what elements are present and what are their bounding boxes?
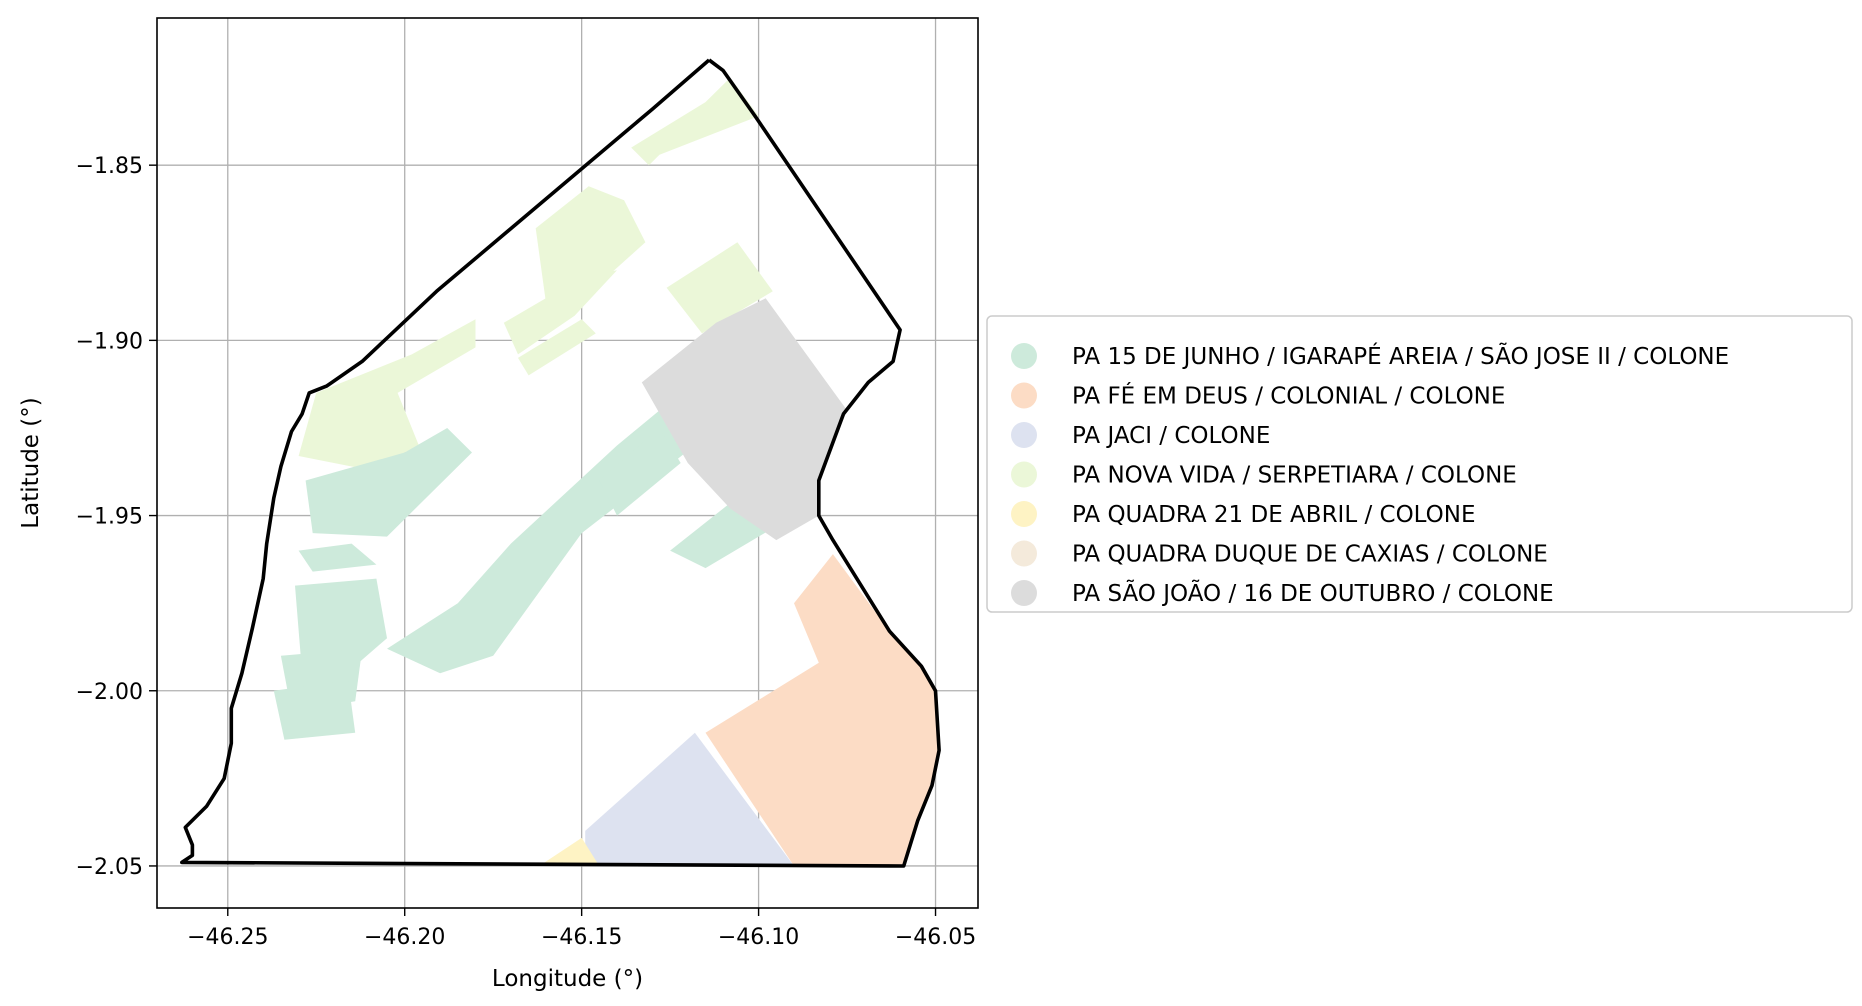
legend-label: PA 15 DE JUNHO / IGARAPÉ AREIA / SÃO JOS… xyxy=(1072,342,1729,370)
x-tick-label: −46.20 xyxy=(364,925,445,950)
legend-entry: PA QUADRA DUQUE DE CAXIAS / COLONE xyxy=(1011,540,1548,568)
settlement-region xyxy=(298,543,377,572)
settlement-region xyxy=(273,680,356,740)
plot-frame xyxy=(156,17,979,909)
x-tick-label: −46.15 xyxy=(541,925,622,950)
legend-entry: PA NOVA VIDA / SERPETIARA / COLONE xyxy=(1011,461,1517,489)
legend-label: PA QUADRA 21 DE ABRIL / COLONE xyxy=(1072,502,1476,528)
legend-marker xyxy=(1011,580,1037,606)
legend-label: PA FÉ EM DEUS / COLONIAL / COLONE xyxy=(1072,382,1505,410)
legend-entry: PA JACI / COLONE xyxy=(1011,422,1270,449)
settlement-region xyxy=(535,186,646,306)
settlement-region xyxy=(305,428,472,537)
legend-entry: PA FÉ EM DEUS / COLONIAL / COLONE xyxy=(1011,382,1505,410)
legend-marker xyxy=(1011,540,1037,567)
y-tick-label: −2.00 xyxy=(76,680,143,705)
settlement-region xyxy=(641,298,848,541)
settlement-region xyxy=(631,77,759,166)
settlement-regions xyxy=(273,77,940,866)
settlement-region xyxy=(295,578,387,674)
settlement-region xyxy=(585,732,794,866)
legend-entry: PA SÃO JOÃO / 16 DE OUTUBRO / COLONE xyxy=(1011,579,1554,607)
y-axis-ticks: −1.85 −1.90 −1.95 −2.00 −2.05 xyxy=(76,154,157,880)
settlement-region xyxy=(518,319,596,376)
legend-marker xyxy=(1011,382,1037,409)
y-tick-label: −1.85 xyxy=(76,154,143,179)
legend-label: PA QUADRA DUQUE DE CAXIAS / COLONE xyxy=(1072,542,1548,568)
legend-entry: PA 15 DE JUNHO / IGARAPÉ AREIA / SÃO JOS… xyxy=(1011,342,1729,370)
legend-label: PA NOVA VIDA / SERPETIARA / COLONE xyxy=(1072,463,1517,489)
settlement-region xyxy=(666,242,773,334)
legend-entry: PA QUADRA 21 DE ABRIL / COLONE xyxy=(1011,501,1476,528)
legend-marker xyxy=(1011,461,1037,488)
x-axis-label: Longitude (°) xyxy=(492,966,643,992)
boundary-line xyxy=(180,58,941,868)
y-axis-label: Latitude (°) xyxy=(18,397,44,528)
y-tick-label: −1.90 xyxy=(76,329,143,354)
legend-label: PA SÃO JOÃO / 16 DE OUTUBRO / COLONE xyxy=(1072,579,1554,607)
legend-marker xyxy=(1011,501,1037,527)
x-tick-label: −46.25 xyxy=(187,925,268,950)
boundary-outline xyxy=(180,58,941,868)
settlement-region xyxy=(298,319,476,470)
legend-label: PA JACI / COLONE xyxy=(1072,423,1270,449)
settlement-region xyxy=(705,554,940,866)
legend-marker xyxy=(1011,343,1037,369)
settlement-region xyxy=(503,270,617,355)
x-tick-label: −46.05 xyxy=(895,925,976,950)
settlement-region xyxy=(539,837,600,866)
y-tick-label: −2.05 xyxy=(76,855,143,880)
x-axis-ticks: −46.25 −46.20 −46.15 −46.10 −46.05 xyxy=(187,908,976,950)
legend-marker xyxy=(1011,422,1037,448)
settlement-region xyxy=(599,428,681,516)
y-tick-label: −1.95 xyxy=(76,505,143,530)
x-tick-label: −46.10 xyxy=(718,925,799,950)
legend-box xyxy=(986,315,1853,613)
legend: PA 15 DE JUNHO / IGARAPÉ AREIA / SÃO JOS… xyxy=(986,315,1853,613)
